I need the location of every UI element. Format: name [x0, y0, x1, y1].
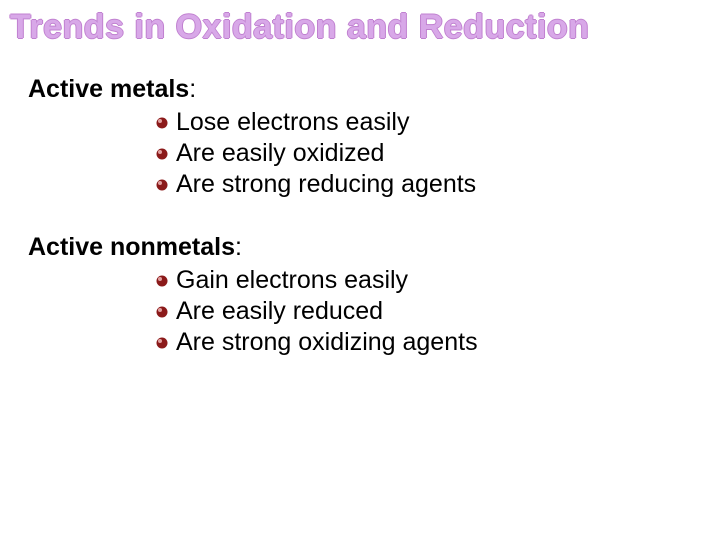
bullet-icon: [156, 179, 168, 191]
section-active-nonmetals: Active nonmetals: Gain electrons easily …: [28, 233, 710, 357]
bullet-icon: [156, 117, 168, 129]
bullet-list: Lose electrons easily Are easily oxidize…: [156, 108, 710, 199]
list-item: Gain electrons easily: [156, 266, 710, 295]
bullet-icon: [156, 148, 168, 160]
bullet-icon: [156, 275, 168, 287]
bullet-text: Are easily oxidized: [176, 139, 384, 168]
bullet-text: Are strong oxidizing agents: [176, 328, 478, 357]
list-item: Lose electrons easily: [156, 108, 710, 137]
section-header: Active metals:: [28, 75, 710, 104]
bullet-text: Are strong reducing agents: [176, 170, 476, 199]
slide-title: Trends in Oxidation and Reduction: [10, 8, 710, 47]
section-header-bold: Active metals: [28, 75, 189, 103]
bullet-list: Gain electrons easily Are easily reduced…: [156, 266, 710, 357]
bullet-text: Gain electrons easily: [176, 266, 408, 295]
section-header: Active nonmetals:: [28, 233, 710, 262]
list-item: Are strong reducing agents: [156, 170, 710, 199]
section-header-bold: Active nonmetals: [28, 233, 235, 261]
section-header-colon: :: [189, 75, 196, 103]
bullet-icon: [156, 337, 168, 349]
slide-container: Trends in Oxidation and Reduction Active…: [0, 0, 720, 399]
list-item: Are easily oxidized: [156, 139, 710, 168]
list-item: Are strong oxidizing agents: [156, 328, 710, 357]
section-header-colon: :: [235, 233, 242, 261]
bullet-icon: [156, 306, 168, 318]
section-active-metals: Active metals: Lose electrons easily Are…: [28, 75, 710, 199]
bullet-text: Are easily reduced: [176, 297, 383, 326]
bullet-text: Lose electrons easily: [176, 108, 409, 137]
list-item: Are easily reduced: [156, 297, 710, 326]
